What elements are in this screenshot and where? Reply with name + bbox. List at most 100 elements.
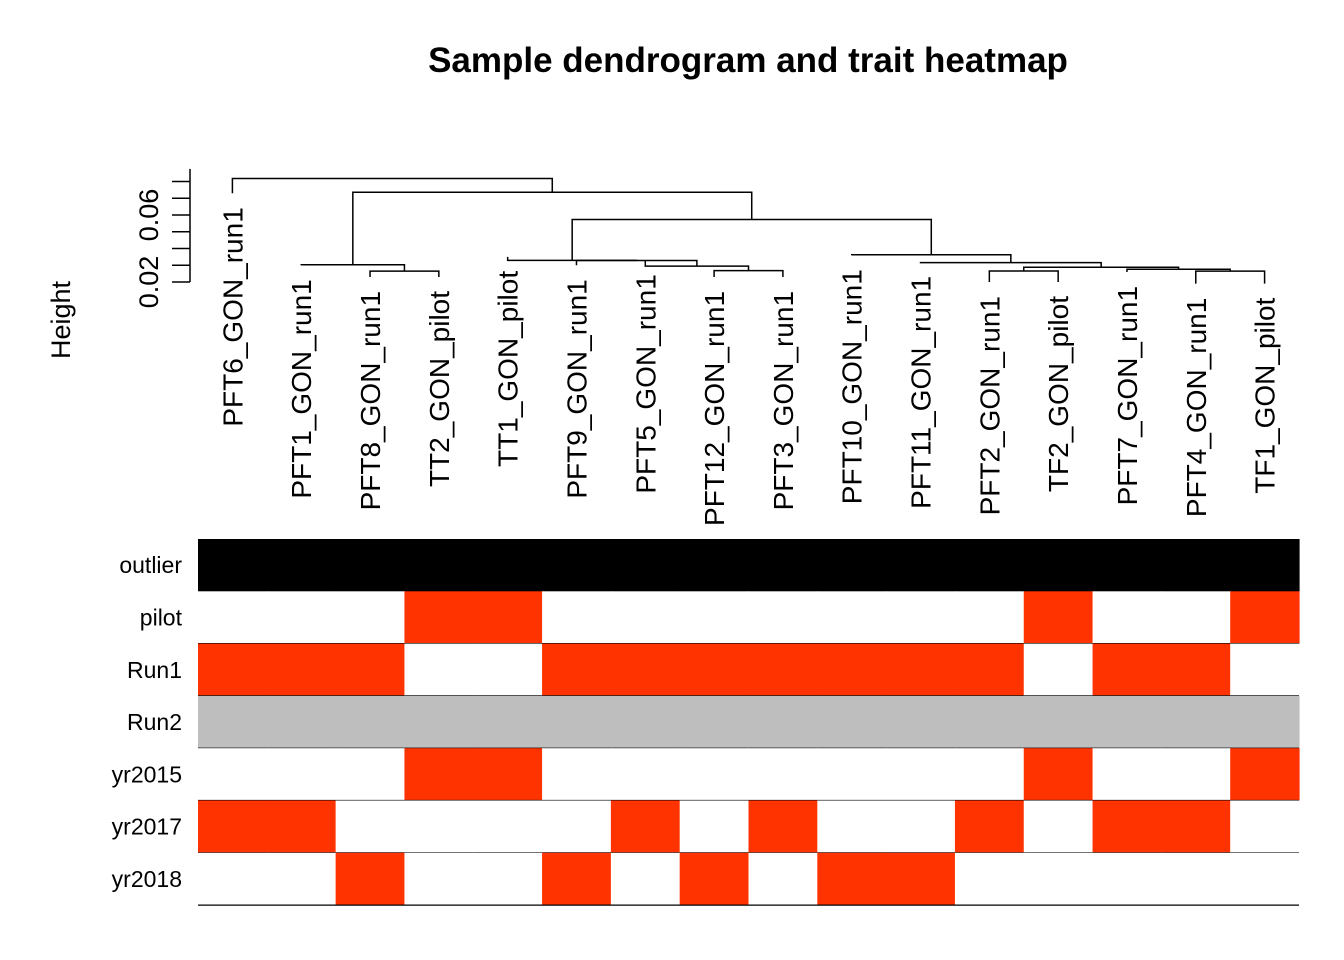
heatmap-cell: [1161, 539, 1231, 592]
heatmap-cell: [266, 852, 337, 906]
heatmap-cell: [473, 539, 543, 592]
heatmap-cell: [886, 591, 956, 644]
heatmap-cell: [1161, 591, 1231, 644]
heatmap-cell: [198, 539, 268, 592]
sample-label: PFT7_GON_run1: [1112, 286, 1143, 505]
heatmap-cell: [266, 539, 337, 592]
heatmap-cell: [817, 539, 887, 592]
heatmap-cell: [1230, 591, 1300, 644]
trait-heatmap: [198, 539, 1300, 906]
heatmap-cell: [1230, 695, 1300, 749]
heatmap-cell: [542, 539, 612, 592]
heatmap-cell: [1230, 748, 1300, 801]
heatmap-cell: [266, 748, 337, 801]
heatmap-cell: [335, 800, 406, 853]
dendrogram-branch: [369, 270, 440, 277]
heatmap-cell: [1161, 852, 1231, 906]
dendrogram-branch: [919, 261, 1102, 268]
sample-label: PFT10_GON_run1: [837, 269, 868, 504]
sample-label: TF2_GON_pilot: [1043, 296, 1074, 492]
heatmap-cell: [954, 591, 1025, 644]
heatmap-cell: [1230, 643, 1300, 696]
heatmap-cell: [886, 695, 956, 749]
y-axis-label: Height: [46, 280, 76, 359]
sample-label: TT2_GON_pilot: [424, 291, 455, 487]
trait-label-pilot: pilot: [140, 604, 183, 630]
heatmap-cell: [748, 695, 818, 749]
heatmap-cell: [954, 852, 1025, 906]
heatmap-cell: [404, 539, 474, 592]
heatmap-cell: [954, 539, 1025, 592]
heatmap-cell: [886, 852, 956, 906]
y-axis: 0.02 0.06: [134, 168, 191, 309]
heatmap-cell: [542, 695, 612, 749]
heatmap-cell: [748, 643, 818, 696]
heatmap-cell: [748, 539, 818, 592]
heatmap-cell: [266, 643, 337, 696]
heatmap-cell: [679, 800, 750, 853]
heatmap-cell: [886, 800, 956, 853]
heatmap-cell: [198, 800, 268, 853]
heatmap-cell: [748, 852, 818, 906]
heatmap-cell: [198, 852, 268, 906]
heatmap-cell: [1023, 748, 1094, 801]
heatmap-cell: [748, 800, 818, 853]
heatmap-cell: [610, 852, 681, 906]
heatmap-cell: [404, 695, 474, 749]
heatmap-cell: [198, 591, 268, 644]
dendrogram-branch: [713, 269, 784, 277]
y-tick-label: 0.02: [134, 256, 164, 309]
heatmap-cell: [1023, 539, 1094, 592]
heatmap-cell: [266, 800, 337, 853]
heatmap-cell: [1023, 800, 1094, 853]
heatmap-cell: [1230, 800, 1300, 853]
trait-label-yr2015: yr2015: [112, 761, 182, 787]
heatmap-cell: [473, 748, 543, 801]
sample-label: PFT12_GON_run1: [699, 291, 730, 526]
heatmap-cell: [542, 643, 612, 696]
heatmap-cell: [679, 643, 750, 696]
heatmap-cell: [335, 539, 406, 592]
heatmap-cell: [404, 591, 474, 644]
sample-label: PFT2_GON_run1: [974, 296, 1005, 515]
heatmap-cell: [817, 852, 887, 906]
heatmap-cell: [954, 748, 1025, 801]
heatmap-cell: [1092, 695, 1162, 749]
heatmap-cell: [954, 695, 1025, 749]
trait-label-run2: Run2: [127, 709, 182, 735]
heatmap-cell: [335, 695, 406, 749]
heatmap-cell: [473, 643, 543, 696]
heatmap-cell: [1161, 748, 1231, 801]
heatmap-cell: [610, 695, 681, 749]
heatmap-cell: [1161, 643, 1231, 696]
heatmap-cell: [748, 591, 818, 644]
y-tick-label: 0.06: [134, 189, 164, 242]
heatmap-cell: [1092, 539, 1162, 592]
heatmap-cell: [817, 643, 887, 696]
heatmap-cell: [335, 591, 406, 644]
leaf-labels: PFT6_GON_run1 PFT1_GON_run1 PFT8_GON_run1 T…: [217, 207, 1280, 526]
sample-label: PFT11_GON_run1: [906, 276, 937, 509]
sample-label: PFT4_GON_run1: [1181, 298, 1212, 517]
heatmap-cell: [1092, 643, 1162, 696]
heatmap-cell: [679, 695, 750, 749]
heatmap-cell: [198, 748, 268, 801]
heatmap-cell: [1092, 800, 1162, 853]
heatmap-cell: [817, 591, 887, 644]
heatmap-cell: [1230, 539, 1300, 592]
heatmap-cell: [679, 539, 750, 592]
dendrogram-branch: [231, 177, 554, 194]
chart-title: Sample dendrogram and trait heatmap: [428, 41, 1068, 80]
dendrogram-branch: [1195, 270, 1266, 284]
trait-labels: outlier pilot Run1 Run2 yr2015 yr2017 yr2018: [112, 552, 183, 892]
heatmap-cell: [1161, 800, 1231, 853]
heatmap-cell: [1023, 695, 1094, 749]
heatmap-cell: [817, 695, 887, 749]
trait-label-yr2017: yr2017: [112, 814, 182, 840]
dendrogram-branch: [850, 253, 1012, 263]
sample-label: PFT1_GON_run1: [286, 279, 317, 498]
heatmap-cell: [1023, 643, 1094, 696]
heatmap-cell: [335, 748, 406, 801]
